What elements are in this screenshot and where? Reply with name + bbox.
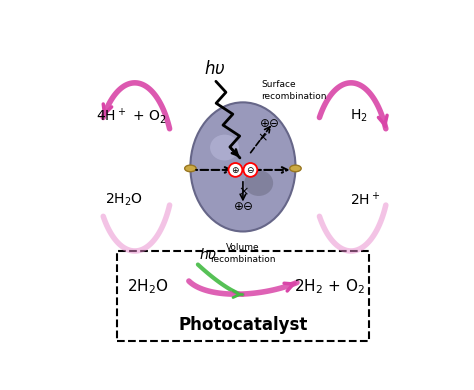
Text: 2H$_2$ + O$_2$: 2H$_2$ + O$_2$ [294, 278, 365, 296]
Text: $\oplus$$\ominus$: $\oplus$$\ominus$ [259, 117, 280, 130]
Text: H$_2$: H$_2$ [349, 108, 367, 124]
Text: 2H$_2$O: 2H$_2$O [128, 278, 169, 296]
Text: Volume
recombination: Volume recombination [210, 243, 276, 264]
Ellipse shape [210, 135, 239, 160]
Text: 2H$^+$: 2H$^+$ [349, 191, 380, 209]
Text: $\oplus$$\ominus$: $\oplus$$\ominus$ [233, 200, 253, 213]
Text: h$\upsilon$: h$\upsilon$ [199, 246, 218, 262]
Text: 4H$^+$ + O$_2$: 4H$^+$ + O$_2$ [96, 106, 166, 126]
Ellipse shape [290, 165, 301, 172]
Text: $\times$: $\times$ [257, 131, 268, 144]
Text: $\times$: $\times$ [237, 185, 248, 198]
Text: h$\upsilon$: h$\upsilon$ [204, 60, 226, 78]
Text: $\ominus$: $\ominus$ [246, 165, 255, 175]
Text: Photocatalyst: Photocatalyst [178, 316, 308, 333]
FancyBboxPatch shape [117, 251, 369, 341]
Circle shape [228, 163, 242, 177]
Ellipse shape [244, 170, 273, 196]
Text: Surface
recombination: Surface recombination [261, 80, 327, 101]
Ellipse shape [185, 165, 196, 172]
Text: 2H$_2$O: 2H$_2$O [105, 192, 143, 208]
Text: $\oplus$: $\oplus$ [231, 165, 240, 175]
Ellipse shape [191, 102, 295, 232]
Circle shape [244, 163, 257, 177]
